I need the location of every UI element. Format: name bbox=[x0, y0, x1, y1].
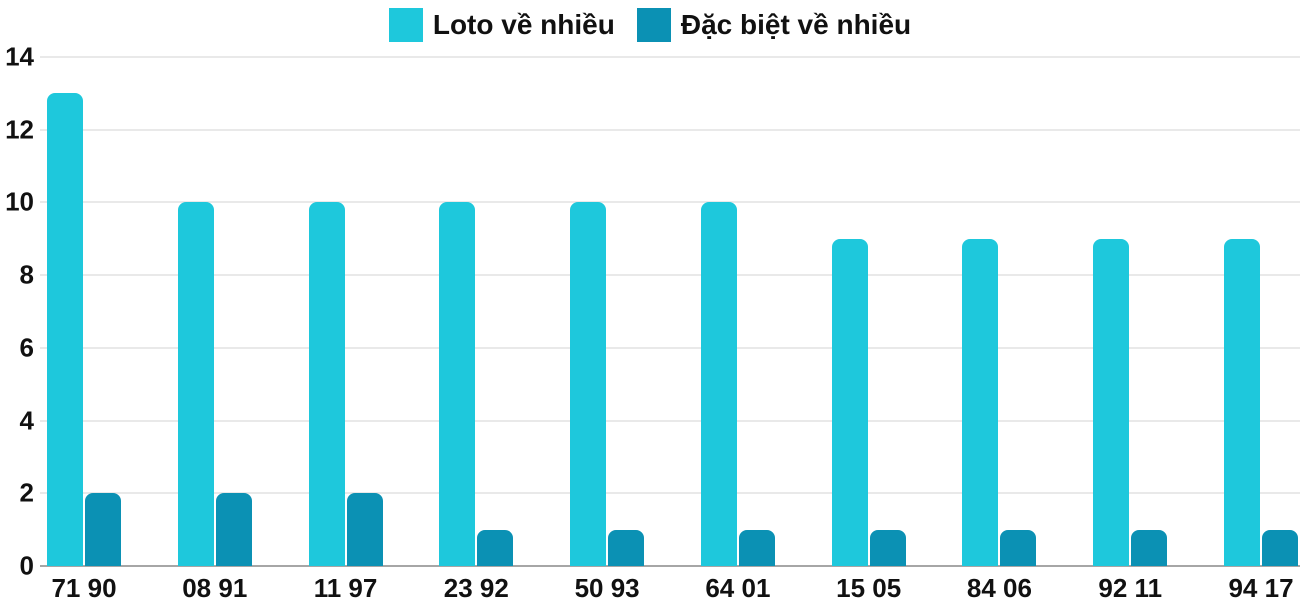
y-tick-label: 2 bbox=[19, 477, 34, 508]
y-tick-label: 14 bbox=[5, 41, 34, 72]
gridline bbox=[40, 346, 1300, 349]
y-tick-label: 4 bbox=[19, 405, 34, 436]
bar-dac-biet-ve-nhieu bbox=[1000, 529, 1037, 566]
bar-dac-biet-ve-nhieu bbox=[1262, 529, 1299, 566]
x-tick-label: 08 91 bbox=[182, 573, 248, 600]
bar-dac-biet-ve-nhieu bbox=[477, 529, 514, 566]
x-tick-label: 84 06 bbox=[966, 573, 1032, 600]
gridline bbox=[40, 419, 1300, 422]
bar-dac-biet-ve-nhieu bbox=[1131, 529, 1168, 566]
bar-loto-ve-nhieu bbox=[308, 202, 345, 566]
y-tick-label: 12 bbox=[5, 114, 34, 145]
legend-label: Loto về nhiều bbox=[432, 9, 615, 40]
legend-swatch-icon bbox=[388, 8, 423, 42]
gridline bbox=[40, 56, 1300, 58]
legend: Loto về nhiều Đặc biệt về nhiều bbox=[0, 7, 1300, 43]
x-tick-label: 15 05 bbox=[836, 573, 902, 600]
bar-loto-ve-nhieu bbox=[831, 238, 868, 566]
bar-dac-biet-ve-nhieu bbox=[738, 529, 775, 566]
legend-item-loto-ve-nhieu[interactable]: Loto về nhiều bbox=[388, 7, 615, 43]
y-tick-label: 0 bbox=[19, 550, 34, 581]
x-tick-label: 50 93 bbox=[574, 573, 640, 600]
x-tick-label: 71 90 bbox=[51, 573, 117, 600]
bar-dac-biet-ve-nhieu bbox=[608, 529, 645, 566]
bar-dac-biet-ve-nhieu bbox=[346, 493, 383, 566]
x-axis-line bbox=[40, 565, 1300, 567]
bar-loto-ve-nhieu bbox=[177, 202, 214, 566]
y-tick-label: 8 bbox=[19, 259, 34, 290]
y-tick-label: 6 bbox=[19, 332, 34, 363]
x-tick-label: 23 92 bbox=[443, 573, 509, 600]
bar-dac-biet-ve-nhieu bbox=[869, 529, 906, 566]
legend-swatch-icon bbox=[636, 8, 671, 42]
gridline bbox=[40, 492, 1300, 495]
gridline bbox=[40, 274, 1300, 277]
bar-loto-ve-nhieu bbox=[1224, 238, 1261, 566]
x-tick-label: 11 97 bbox=[313, 573, 378, 600]
bar-loto-ve-nhieu bbox=[1093, 238, 1130, 566]
legend-label: Đặc biệt về nhiều bbox=[680, 9, 912, 40]
y-tick-label: 10 bbox=[5, 186, 34, 217]
gridline bbox=[40, 201, 1300, 204]
bar-loto-ve-nhieu bbox=[700, 202, 737, 566]
x-tick-label: 92 11 bbox=[1098, 573, 1163, 600]
bar-loto-ve-nhieu bbox=[47, 93, 83, 566]
x-tick-label: 94 17 bbox=[1228, 573, 1294, 600]
x-tick-label: 64 01 bbox=[705, 573, 771, 600]
bar-dac-biet-ve-nhieu bbox=[85, 493, 121, 566]
legend-item-dac-biet-ve-nhieu[interactable]: Đặc biệt về nhiều bbox=[636, 7, 912, 43]
bar-loto-ve-nhieu bbox=[439, 202, 476, 566]
gridline bbox=[40, 128, 1300, 131]
bar-dac-biet-ve-nhieu bbox=[215, 493, 252, 566]
bar-loto-ve-nhieu bbox=[962, 238, 999, 566]
bar-loto-ve-nhieu bbox=[570, 202, 607, 566]
